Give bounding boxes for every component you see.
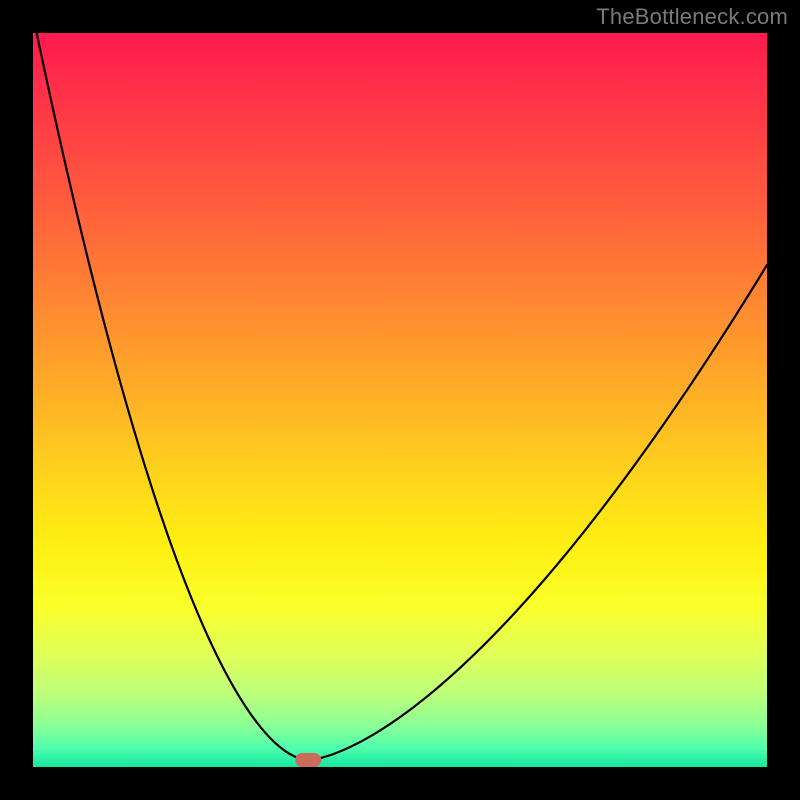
optimal-point-marker <box>295 753 321 767</box>
plot-background <box>33 33 767 767</box>
attribution-text: TheBottleneck.com <box>596 4 788 30</box>
bottleneck-chart <box>0 0 800 800</box>
chart-container: TheBottleneck.com <box>0 0 800 800</box>
